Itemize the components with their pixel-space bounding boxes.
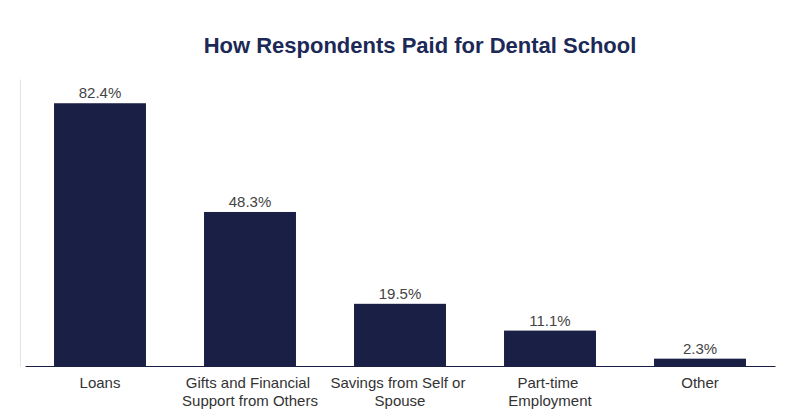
x-tick: Part-time Employment <box>508 374 592 409</box>
x-tick-label: Loans <box>80 374 121 391</box>
bar <box>354 304 446 366</box>
chart: How Respondents Paid for Dental School 82… <box>0 0 800 420</box>
x-tick-label-line: Savings from Self or <box>330 374 469 391</box>
title: How Respondents Paid for Dental School <box>204 33 637 58</box>
bar <box>654 359 746 366</box>
x-tick-label-line: Employment <box>508 392 592 409</box>
x-tick-label-line: Loans <box>80 374 121 391</box>
x-tick-label: Gifts and Financial Support from Others <box>182 374 318 409</box>
bar <box>204 212 296 366</box>
y-axis-line <box>20 80 21 367</box>
x-tick: Savings from Self or Spouse <box>330 374 469 409</box>
x-tick-label-line: Gifts and Financial <box>186 374 314 391</box>
bars <box>54 103 746 366</box>
data-label: 2.3% <box>683 340 717 357</box>
x-tick-label-line: Part-time <box>517 374 582 391</box>
x-tick-label: Savings from Self or Spouse <box>330 374 469 409</box>
data-label: 82.4% <box>79 84 122 101</box>
x-tick-label-line: Other <box>681 374 719 391</box>
bar <box>504 331 596 366</box>
x-tick-label-line: Support from Others <box>182 392 318 409</box>
y-axis <box>20 80 21 367</box>
x-tick-label: Other <box>681 374 719 391</box>
bar <box>54 103 146 366</box>
x-tick: Gifts and Financial Support from Others <box>182 374 318 409</box>
x-tick: Other <box>681 374 719 391</box>
data-label: 19.5% <box>379 285 422 302</box>
data-label: 48.3% <box>229 193 272 210</box>
data-labels: 82.4% 48.3% 19.5% 11.1% 2.3% <box>79 84 717 356</box>
x-tick-label-line: Spouse <box>375 392 426 409</box>
x-axis-line <box>26 366 776 367</box>
x-tick: Loans <box>80 374 121 391</box>
x-axis: Loans Gifts and Financial Support from Ot… <box>26 367 776 409</box>
data-label: 11.1% <box>529 312 570 329</box>
x-tick-label: Part-time Employment <box>508 374 592 409</box>
